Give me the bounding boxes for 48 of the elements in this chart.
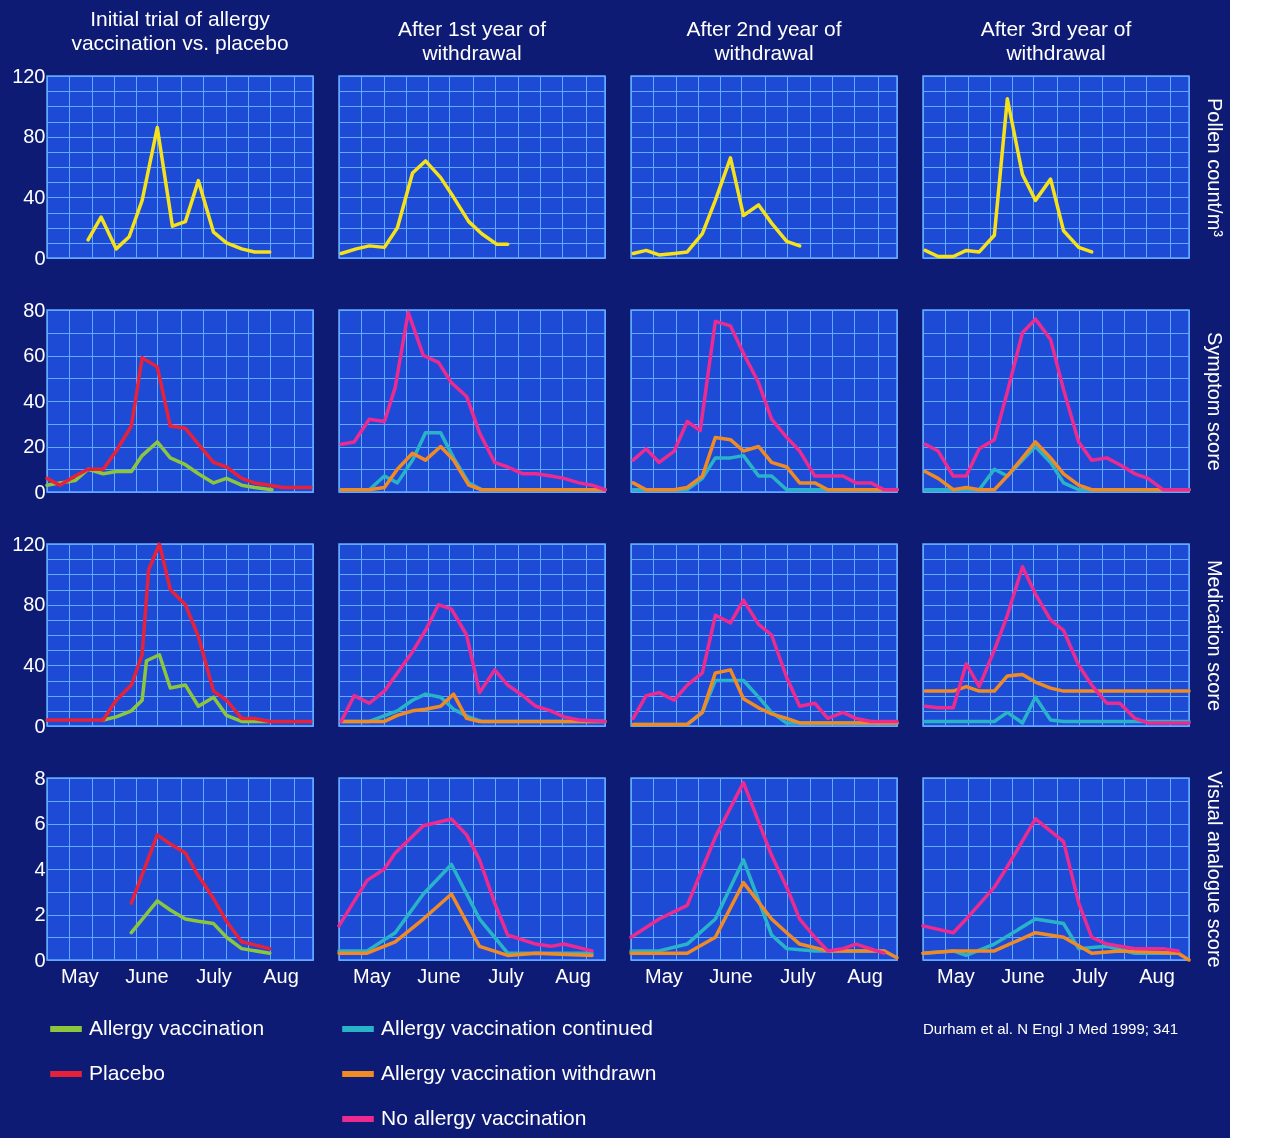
text: Durham et al. N Engl J Med 1999; 341	[923, 1020, 1179, 1037]
legend-label: Allergy vaccination continued	[381, 1016, 653, 1039]
x-tick-label: Aug	[847, 964, 883, 987]
y-tick-label: 60	[23, 344, 46, 366]
y-axis-title: Visual analogue score	[1203, 771, 1226, 968]
y-tick-label: 40	[23, 389, 46, 412]
y-tick-label: 120	[12, 64, 46, 87]
x-tick-label: May	[353, 964, 391, 987]
x-tick-label: July	[1072, 964, 1108, 987]
legend-label: Allergy vaccination	[89, 1016, 265, 1039]
y-tick-label: 8	[34, 766, 46, 789]
y-tick-label: 120	[12, 532, 46, 555]
y-axis-title: Medication score	[1203, 559, 1226, 712]
y-tick-label: 0	[34, 480, 46, 503]
y-tick-label: 40	[23, 653, 46, 676]
y-tick-label: 80	[23, 593, 46, 616]
y-tick-label: 0	[34, 246, 46, 269]
y-axis-title: Symptom score	[1203, 332, 1226, 471]
x-tick-label: June	[1001, 964, 1045, 987]
y-tick-label: 0	[34, 948, 46, 971]
x-tick-label: May	[937, 964, 975, 987]
x-tick-label: June	[709, 964, 753, 987]
y-axis-title: Pollen count/m³	[1203, 98, 1226, 238]
x-tick-label: Aug	[1139, 964, 1175, 987]
y-tick-label: 80	[23, 125, 46, 148]
legend-label: No allergy vaccination	[381, 1106, 587, 1129]
chart-title: After 2nd year of withdrawal	[686, 17, 842, 64]
chart-title: After 3rd year of withdrawal	[980, 17, 1132, 64]
x-tick-label: May	[645, 964, 683, 987]
x-tick-label: June	[417, 964, 461, 987]
y-tick-label: 2	[34, 903, 46, 925]
legend-label: Placebo	[89, 1061, 165, 1084]
chart-title: Initial trial of allergy vaccination vs. placebo	[71, 7, 289, 54]
y-tick-label: 80	[23, 298, 46, 321]
y-tick-label: 0	[34, 714, 46, 737]
x-tick-label: Aug	[555, 964, 591, 987]
x-tick-label: Aug	[263, 964, 299, 987]
legend-label: Allergy vaccination withdrawn	[381, 1061, 657, 1084]
x-tick-label: July	[780, 964, 816, 987]
chart-title: After 1st year of withdrawal	[397, 17, 547, 64]
x-tick-label: July	[196, 964, 232, 987]
y-tick-label: 20	[23, 435, 46, 457]
y-tick-label: 6	[34, 812, 46, 834]
y-tick-label: 40	[23, 185, 46, 208]
x-tick-label: May	[61, 964, 99, 987]
y-tick-label: 4	[34, 857, 46, 880]
x-tick-label: July	[488, 964, 524, 987]
x-tick-label: June	[125, 964, 169, 987]
